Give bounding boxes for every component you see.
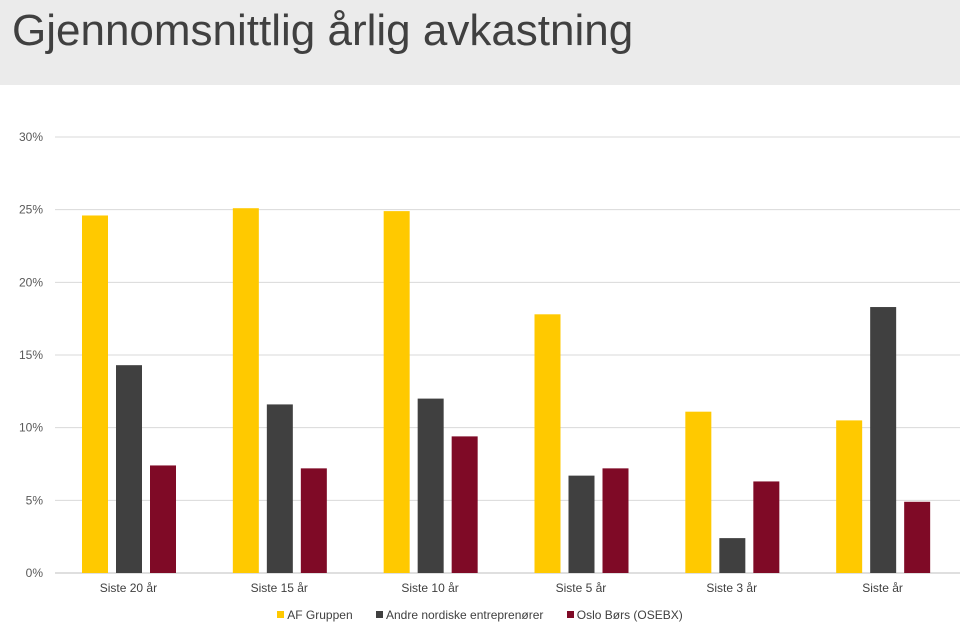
- y-tick-label: 5%: [26, 493, 44, 507]
- legend-swatch: [277, 611, 285, 618]
- bar-osebx: [300, 468, 327, 573]
- bar-osebx: [451, 436, 478, 573]
- x-tick-label: Siste 10 år: [401, 581, 458, 595]
- bar-andre: [719, 538, 746, 573]
- x-tick-label: Siste 20 år: [100, 581, 157, 595]
- bar-af-gruppen: [836, 420, 863, 573]
- legend: AF Gruppen Andre nordiske entreprenører …: [0, 608, 960, 622]
- bar-andre: [116, 365, 142, 573]
- bar-osebx: [602, 468, 629, 573]
- bar-af-gruppen: [82, 215, 108, 574]
- y-tick-label: 15%: [19, 348, 43, 362]
- bar-osebx: [904, 501, 931, 573]
- x-tick-label: Siste år: [862, 581, 903, 595]
- y-tick-label: 20%: [19, 275, 43, 289]
- legend-item-af-gruppen: AF Gruppen: [277, 608, 353, 622]
- legend-label: AF Gruppen: [287, 608, 353, 622]
- bar-andre: [266, 404, 293, 573]
- y-tick-label: 30%: [19, 130, 43, 144]
- legend-item-osebx: Oslo Børs (OSEBX): [566, 608, 683, 622]
- bar-af-gruppen: [232, 208, 259, 574]
- legend-item-andre: Andre nordiske entreprenører: [375, 608, 544, 622]
- title-banner: Gjennomsnittlig årlig avkastning: [0, 0, 960, 85]
- bar-af-gruppen: [534, 314, 561, 573]
- page-title: Gjennomsnittlig årlig avkastning: [12, 6, 634, 55]
- legend-label: Andre nordiske entreprenører: [385, 608, 544, 622]
- y-tick-label: 10%: [19, 421, 43, 435]
- bar-af-gruppen: [383, 211, 410, 573]
- x-tick-label: Siste 5 år: [556, 581, 607, 595]
- y-tick-label: 25%: [19, 203, 43, 217]
- bar-osebx: [753, 481, 780, 573]
- x-tick-label: Siste 15 år: [251, 581, 308, 595]
- legend-swatch: [566, 611, 574, 618]
- y-tick-label: 0%: [26, 566, 44, 580]
- bar-andre: [568, 475, 595, 573]
- bar-andre: [870, 307, 897, 573]
- legend-label: Oslo Børs (OSEBX): [576, 608, 683, 622]
- bar-af-gruppen: [685, 411, 712, 573]
- bar-osebx: [150, 465, 176, 573]
- x-tick-label: Siste 3 år: [706, 581, 757, 595]
- legend-swatch: [375, 611, 383, 618]
- bar-andre: [417, 398, 444, 573]
